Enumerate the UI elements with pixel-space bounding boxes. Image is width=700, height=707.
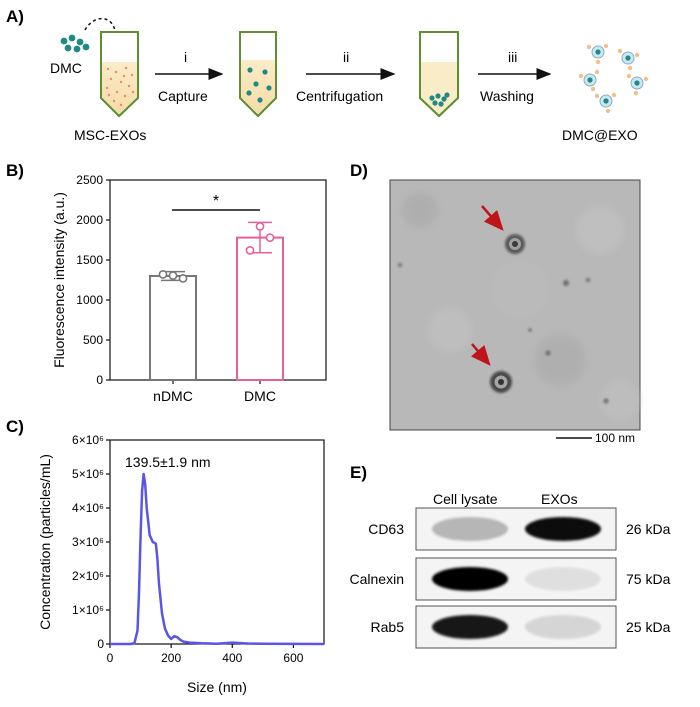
- bar-series: [149, 221, 284, 381]
- blot-protein-label: CD63: [368, 521, 404, 537]
- line-x-tick-label: 400: [222, 651, 242, 665]
- red-arrow-2: [470, 343, 491, 366]
- line-y-axis-title: Concentration (particles/mL): [37, 454, 53, 630]
- blot-protein-label: Rab5: [371, 619, 405, 635]
- bar-y-axis-title: Fluorescence intensity (a.u.): [51, 192, 67, 368]
- blot-mw-label: 26 kDa: [626, 521, 671, 537]
- step-ii-label: Centrifugation: [296, 88, 383, 104]
- bar-x-tick-label: DMC: [244, 388, 276, 404]
- tube-centrifuged: [419, 31, 459, 118]
- tem-image: [389, 179, 641, 431]
- line-x-axis-title: Size (nm): [187, 679, 247, 695]
- tube1-label: MSC-EXOs: [74, 127, 146, 143]
- blot-column-lysate: Cell lysate: [433, 491, 498, 507]
- step-iii-label: Washing: [480, 88, 534, 104]
- line-x-tick-label: 200: [161, 651, 181, 665]
- panel-c: C) 0 1×10⁶ 2×10⁶ 3×10⁶ 4×10⁶ 5×10⁶ 6×10⁶ 0 200 4…: [6, 417, 325, 695]
- line-y-ticks: 0 1×10⁶ 2×10⁶ 3×10⁶ 4×10⁶ 5×10⁶ 6×10⁶: [72, 433, 110, 651]
- data-point: [168, 271, 178, 280]
- bar-y-tick-label: 0: [96, 373, 103, 387]
- bar-DMC: [236, 236, 284, 381]
- step-iii-numeral: iii: [508, 49, 517, 65]
- step-i-numeral: i: [184, 49, 187, 65]
- bar-plot-frame: [109, 179, 327, 381]
- blot-mw-label: 25 kDa: [626, 619, 671, 635]
- data-point: [178, 273, 188, 283]
- step-ii-numeral: ii: [343, 49, 349, 65]
- data-point: [245, 245, 255, 255]
- line-y-tick-label: 4×10⁶: [72, 501, 104, 515]
- panel-e-letter: E): [350, 463, 367, 482]
- line-y-tick-label: 1×10⁶: [72, 603, 104, 617]
- dmc-molecules: [60, 34, 90, 53]
- bar-nDMC: [149, 275, 197, 381]
- bar-y-ticks: 0 500 1000 1500 2000 2500: [76, 173, 110, 387]
- panel-a: A) DMC MSC-EXOs i: [6, 7, 649, 143]
- panel-d-letter: D): [350, 161, 368, 180]
- dmc-exo-particles: [578, 43, 649, 114]
- significance-star: *: [213, 193, 219, 210]
- size-distribution-line: [110, 472, 325, 646]
- line-y-tick-label: 3×10⁶: [72, 535, 104, 549]
- band-lysate: [432, 567, 508, 591]
- blot-mw-label: 75 kDa: [626, 571, 671, 587]
- bar-x-ticks: nDMC DMC: [153, 380, 276, 404]
- bar-y-tick-label: 500: [83, 333, 103, 347]
- bar-y-tick-label: 2000: [76, 213, 103, 227]
- panel-c-letter: C): [6, 417, 24, 436]
- bar-x-tick-label: nDMC: [153, 388, 193, 404]
- line-x-tick-label: 0: [107, 651, 114, 665]
- line-x-ticks: 0 200 400 600: [107, 644, 304, 665]
- step-i-label: Capture: [158, 88, 208, 104]
- panel-b: B) 0 500 1000 1500 2000 2500 nDMC DMC Fluoresc…: [6, 161, 327, 404]
- band-exos: [525, 615, 601, 639]
- line-y-tick-label: 2×10⁶: [72, 569, 104, 583]
- final-label: DMC@EXO: [562, 127, 638, 143]
- band-lysate: [432, 517, 508, 541]
- exosome-2: [490, 371, 512, 393]
- bar-y-tick-label: 1000: [76, 293, 103, 307]
- scale-bar-label: 100 nm: [595, 431, 635, 445]
- exosome-1: [505, 234, 525, 254]
- dmc-label: DMC: [50, 60, 82, 76]
- line-y-tick-label: 5×10⁶: [72, 467, 104, 481]
- line-y-tick-label: 6×10⁶: [72, 433, 104, 447]
- data-point: [158, 269, 168, 279]
- band-exos: [525, 517, 601, 541]
- line-x-tick-label: 600: [283, 651, 303, 665]
- size-annotation: 139.5±1.9 nm: [125, 454, 211, 470]
- bar-y-tick-label: 2500: [76, 173, 103, 187]
- panel-b-letter: B): [6, 161, 24, 180]
- panel-d: D): [350, 161, 641, 445]
- panel-e: E) Cell lysate EXOs CD63 26 kDa Calnexin 75…: [350, 463, 671, 649]
- data-point: [265, 233, 275, 242]
- band-lysate: [432, 615, 508, 639]
- blot-column-exos: EXOs: [541, 491, 578, 507]
- bar-y-tick-label: 1500: [76, 253, 103, 267]
- band-exos: [525, 567, 601, 591]
- panel-a-letter: A): [6, 7, 24, 26]
- line-y-tick-label: 0: [97, 637, 104, 651]
- data-point: [255, 221, 265, 231]
- western-blot-bands: CD63 26 kDa Calnexin 75 kDa Rab5 25 kDa: [350, 507, 671, 649]
- dmc-dashed-arrow: [84, 17, 124, 47]
- line-plot-frame: [109, 439, 325, 645]
- tube-msc-exos: [100, 31, 139, 118]
- blot-protein-label: Calnexin: [350, 571, 404, 587]
- red-arrow-1: [481, 205, 504, 231]
- tube-capture: [239, 31, 277, 118]
